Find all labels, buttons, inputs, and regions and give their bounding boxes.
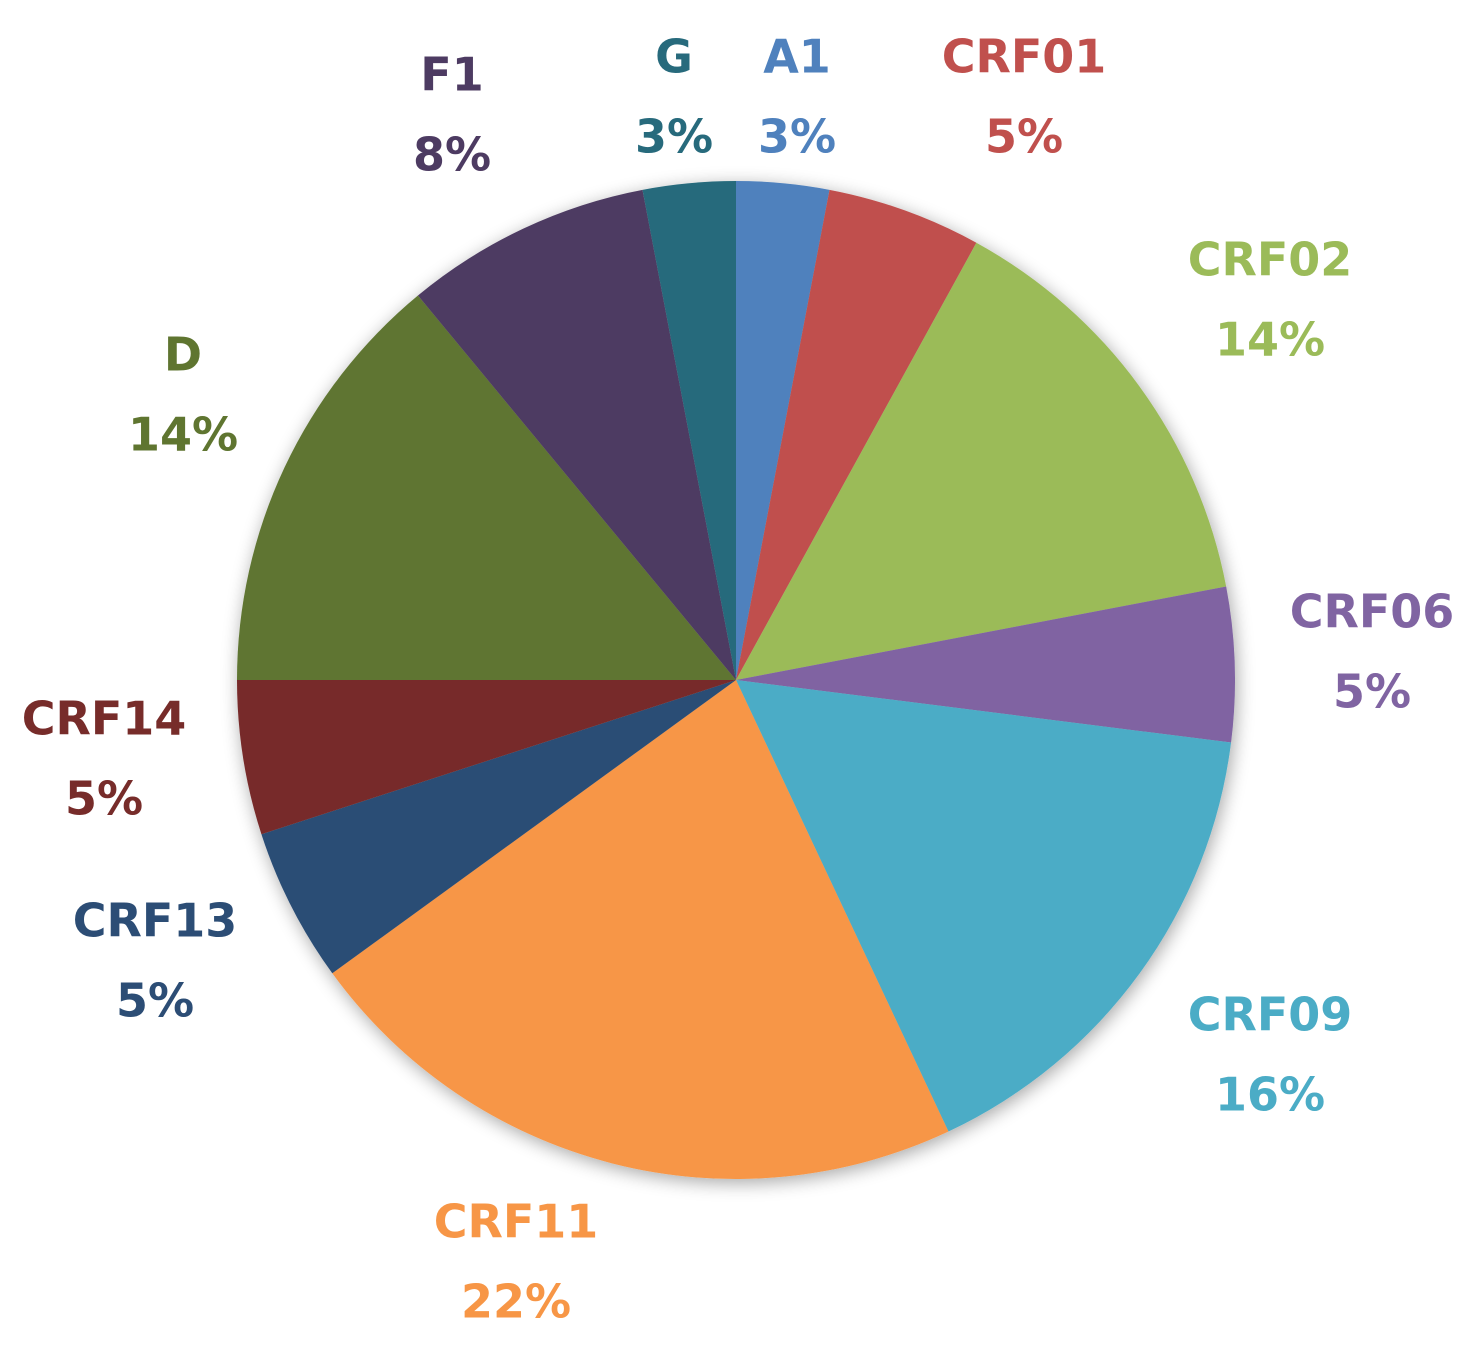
data-label-percent-crf01: 5% [985,110,1063,164]
data-label-name-f1: F1 [420,48,483,102]
data-label-name-crf09: CRF09 [1188,988,1353,1042]
data-label-percent-a1: 3% [758,110,836,164]
data-label-name-d: D [164,328,202,382]
pie-slice-crf06 [736,586,1236,743]
data-label-percent-d: 14% [128,408,238,462]
data-label-percent-crf09: 16% [1215,1068,1325,1122]
data-label-name-a1: A1 [763,30,831,84]
data-label-name-crf11: CRF11 [434,1195,599,1249]
pie-slice-a1 [736,181,830,680]
pie-slice-f1 [417,189,736,680]
data-label-name-g: G [655,30,693,84]
pie-slice-crf11 [332,680,949,1179]
data-label-name-crf14: CRF14 [22,692,187,746]
data-label-percent-crf13: 5% [116,974,194,1028]
data-label-percent-crf06: 5% [1333,665,1411,719]
pie-slice-d [237,295,736,680]
pie-slice-g [642,181,736,680]
data-label-name-crf13: CRF13 [73,894,238,948]
pie-slice-crf02 [736,242,1227,680]
data-label-percent-f1: 8% [413,128,491,182]
data-label-percent-crf02: 14% [1215,313,1325,367]
data-label-name-crf01: CRF01 [942,30,1107,84]
data-label-percent-crf11: 22% [461,1275,571,1329]
pie-slice-crf14 [237,680,736,835]
data-label-percent-g: 3% [635,110,713,164]
pie-slices [237,181,1236,1179]
pie-labels: A1 3% CRF01 5% CRF02 14% CRF06 5% CRF09 16% CRF11 2… [22,30,1455,1329]
pie-slice-crf13 [261,680,736,974]
pie-slice-crf09 [736,680,1232,1132]
data-label-name-crf06: CRF06 [1290,585,1455,639]
pie-slice-crf01 [736,189,977,680]
data-label-percent-crf14: 5% [65,772,143,826]
data-label-name-crf02: CRF02 [1188,233,1353,287]
